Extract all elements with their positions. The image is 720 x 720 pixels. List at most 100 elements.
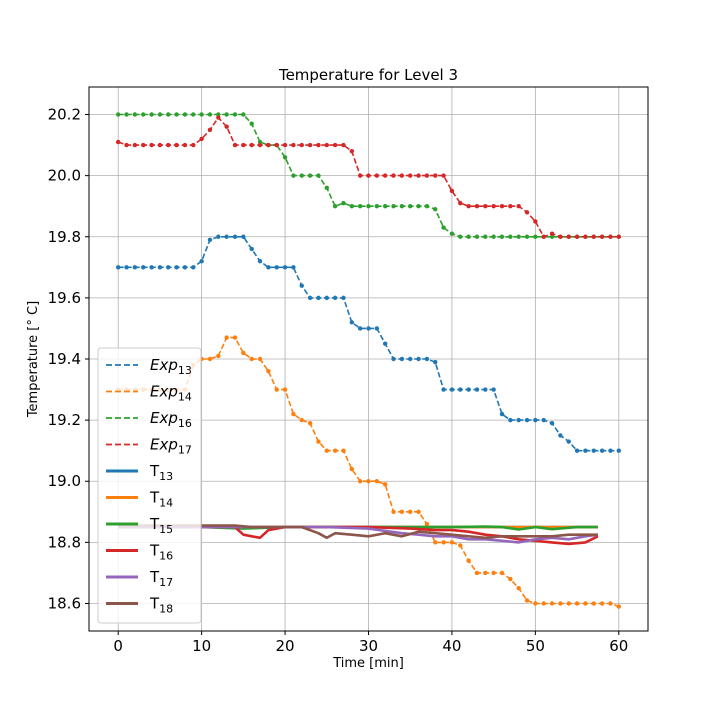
data-point-exp-16 (132, 112, 138, 117)
legend-entry: T13 (149, 462, 173, 483)
data-point-exp-16 (357, 203, 363, 209)
data-point-exp-17 (558, 234, 563, 239)
data-point-exp-16 (416, 203, 421, 209)
data-point-exp-13 (441, 387, 446, 392)
y-tick-label: 19.4 (48, 350, 81, 368)
data-point-exp-13 (149, 265, 154, 270)
data-point-exp-14 (616, 604, 621, 609)
x-tick-label: 10 (192, 637, 211, 655)
data-point-exp-14 (357, 479, 363, 484)
data-point-exp-17 (282, 142, 288, 148)
data-point-exp-13 (449, 387, 455, 392)
data-point-exp-13 (199, 259, 204, 264)
data-point-exp-17 (433, 173, 438, 178)
y-tick-label: 19.0 (48, 472, 81, 490)
data-point-exp-13 (349, 320, 355, 325)
data-point-exp-16 (166, 112, 171, 117)
legend-entry: Exp16 (150, 409, 192, 430)
data-point-exp-13 (424, 356, 430, 362)
data-point-exp-16 (399, 203, 405, 209)
y-tick-label: 20.2 (48, 106, 81, 124)
data-point-exp-14 (349, 466, 355, 472)
data-point-exp-17 (424, 173, 430, 178)
data-point-exp-13 (433, 359, 438, 365)
data-point-exp-16 (157, 112, 163, 117)
data-point-exp-17 (524, 210, 530, 215)
data-point-exp-17 (357, 173, 363, 178)
data-point-exp-14 (574, 601, 580, 606)
x-axis-title: Time [min] (332, 656, 404, 671)
data-point-exp-13 (574, 448, 580, 453)
data-point-exp-17 (232, 142, 238, 148)
data-point-exp-13 (307, 295, 313, 301)
data-point-exp-16 (499, 234, 505, 239)
data-point-exp-16 (433, 207, 438, 212)
data-point-exp-17 (316, 142, 321, 148)
data-point-exp-17 (608, 234, 613, 239)
data-point-exp-16 (182, 112, 188, 117)
data-point-exp-16 (124, 112, 129, 117)
data-point-exp-13 (382, 341, 388, 346)
data-point-exp-16 (191, 112, 196, 117)
data-point-exp-17 (132, 142, 138, 148)
legend-entry: Exp13 (150, 356, 192, 377)
data-point-exp-17 (332, 142, 338, 148)
data-point-exp-16 (366, 203, 371, 209)
data-point-exp-17 (241, 142, 246, 148)
data-point-exp-14 (458, 543, 463, 548)
data-point-exp-13 (166, 265, 171, 270)
data-point-exp-13 (132, 265, 138, 270)
data-point-exp-16 (299, 173, 304, 178)
data-point-exp-14 (266, 369, 271, 374)
data-point-exp-14 (341, 448, 346, 453)
data-point-exp-17 (441, 173, 446, 178)
data-point-exp-13 (282, 265, 288, 270)
data-point-exp-13 (299, 283, 304, 288)
data-point-exp-14 (541, 601, 546, 606)
data-point-exp-14 (382, 482, 388, 487)
data-point-exp-16 (391, 203, 396, 209)
data-point-exp-16 (332, 203, 338, 209)
data-point-exp-14 (483, 570, 488, 576)
data-point-exp-16 (441, 225, 446, 230)
data-point-exp-13 (216, 234, 221, 239)
data-point-exp-17 (399, 173, 405, 178)
data-point-exp-13 (558, 433, 563, 438)
data-point-exp-13 (241, 234, 246, 239)
data-point-exp-13 (533, 417, 538, 423)
data-point-exp-17 (324, 142, 329, 148)
data-point-exp-14 (291, 411, 296, 417)
data-point-exp-17 (291, 142, 296, 148)
legend-entry: T16 (149, 542, 173, 563)
data-point-exp-13 (249, 246, 254, 252)
data-point-exp-14 (241, 350, 246, 356)
data-point-exp-14 (474, 570, 480, 576)
data-point-exp-14 (433, 540, 438, 545)
data-point-exp-13 (157, 265, 163, 270)
data-point-exp-17 (216, 115, 221, 120)
data-point-exp-14 (224, 335, 229, 340)
data-point-exp-16 (149, 112, 154, 117)
data-point-exp-13 (174, 265, 179, 270)
data-point-exp-14 (257, 356, 263, 362)
data-point-exp-13 (207, 237, 213, 243)
data-point-exp-13 (291, 265, 296, 270)
data-point-exp-17 (508, 203, 513, 209)
y-tick-label: 18.8 (48, 533, 81, 551)
legend-entry: T17 (149, 568, 173, 589)
data-point-exp-13 (416, 356, 421, 362)
data-point-exp-13 (591, 448, 596, 453)
data-point-exp-16 (141, 112, 146, 117)
data-point-exp-16 (282, 155, 288, 160)
legend-entry: Exp14 (150, 383, 192, 404)
data-point-exp-17 (391, 173, 396, 178)
data-point-exp-17 (474, 203, 480, 209)
x-tick-label: 20 (276, 637, 295, 655)
x-tick-label: 0 (113, 637, 123, 655)
data-point-exp-17 (149, 142, 154, 148)
data-point-exp-14 (307, 420, 313, 426)
data-point-exp-17 (166, 142, 171, 148)
data-point-exp-17 (491, 203, 496, 209)
data-point-exp-17 (249, 142, 254, 148)
